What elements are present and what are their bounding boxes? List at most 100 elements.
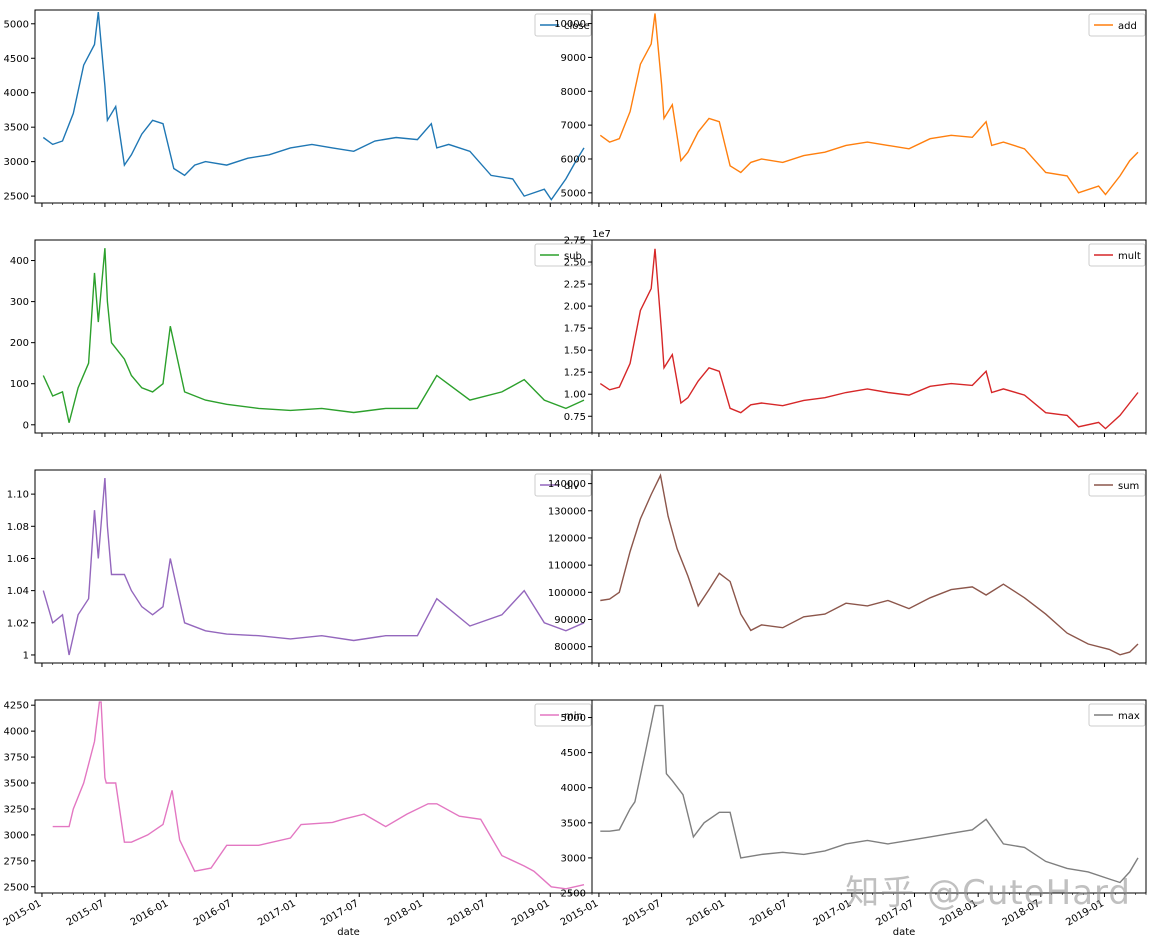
y-tick-label: 3500 xyxy=(4,123,29,134)
y-tick-label: 1.04 xyxy=(7,586,29,597)
y-tick-label: 1 xyxy=(23,650,29,661)
y-tick-label: 1.06 xyxy=(7,554,29,565)
y-tick-label: 4500 xyxy=(561,748,586,759)
axes-frame xyxy=(591,239,1147,434)
subplot-sub: 0 100 200 300 400 sub xyxy=(10,239,593,437)
y-tick-label: 6000 xyxy=(561,154,586,165)
y-tick-label: 2.00 xyxy=(564,302,586,313)
x-tick-label: 2016-07 xyxy=(192,898,234,928)
y-tick-label: 1.00 xyxy=(564,390,586,401)
y-tick-label: 3750 xyxy=(4,753,29,764)
y-tick-label: 10000 xyxy=(554,19,586,30)
subplot-min: 2500 2750 3000 3250 3500 3750 4000 4250 2015-01 2… xyxy=(2,699,593,938)
y-tick-label: 3500 xyxy=(4,779,29,790)
x-tick-label: 2016-01 xyxy=(685,898,727,928)
x-axis-label: date xyxy=(337,927,360,938)
y-tick-label: 3500 xyxy=(561,818,586,829)
y-tick-label: 2.25 xyxy=(564,280,586,291)
legend-label: min xyxy=(564,711,583,722)
x-tick-label: 2018-01 xyxy=(383,898,425,928)
y-tick-label: 4500 xyxy=(4,54,29,65)
y-tick-label: 2.75 xyxy=(564,236,586,247)
subplot-mult: 0.75 1.00 1.25 1.50 1.75 2.00 2.25 2.50 2.75 1e7 m… xyxy=(564,229,1147,437)
y-tick-label: 4000 xyxy=(4,88,29,99)
y-tick-label: 5000 xyxy=(561,188,586,199)
y-tick-label: 140000 xyxy=(548,479,586,490)
y-tick-label: 0 xyxy=(23,420,29,431)
series-line-min xyxy=(52,701,585,890)
legend-box xyxy=(1088,13,1146,37)
legend-box xyxy=(534,473,592,497)
axes-frame xyxy=(591,469,1147,664)
y-tick-label: 80000 xyxy=(554,642,586,653)
legend-label: sub xyxy=(564,251,582,262)
series-line-div xyxy=(42,477,585,656)
series-line-mult xyxy=(599,248,1139,430)
y-tick-label: 5000 xyxy=(561,713,586,724)
series-line-sub xyxy=(42,248,585,423)
subplot-add: 5000 6000 7000 8000 9000 10000 add xyxy=(554,9,1147,207)
y-tick-label: 1.50 xyxy=(564,346,586,357)
subplot-div: 1 1.02 1.04 1.06 1.08 1.10 div xyxy=(7,469,593,667)
y-tick-label: 1.75 xyxy=(564,324,586,335)
axes-frame xyxy=(34,9,593,204)
y-tick-label: 4000 xyxy=(4,727,29,738)
x-tick-label: 2015-07 xyxy=(621,898,663,928)
x-tick-label: 2017-07 xyxy=(319,898,361,928)
legend-label: sum xyxy=(1118,481,1139,492)
y-tick-label: 0.75 xyxy=(564,412,586,423)
x-tick-label: 2015-01 xyxy=(559,898,601,928)
legend-box xyxy=(1088,473,1146,497)
legend-box xyxy=(534,13,592,37)
x-tick-label: 2017-01 xyxy=(256,898,298,928)
legend-box xyxy=(534,703,592,727)
y-tick-label: 7000 xyxy=(561,121,586,132)
legend-label: mult xyxy=(1118,251,1141,262)
y-tick-label: 2750 xyxy=(4,856,29,867)
axes-frame xyxy=(591,699,1147,894)
y-tick-label: 300 xyxy=(10,297,29,308)
y-tick-label: 3000 xyxy=(561,853,586,864)
x-axis-label: date xyxy=(893,927,916,938)
subplot-close: 2500 3000 3500 4000 4500 5000 close xyxy=(4,9,593,207)
y-tick-label: 4000 xyxy=(561,783,586,794)
axes-frame xyxy=(34,469,593,664)
y-tick-label: 1.25 xyxy=(564,368,586,379)
legend-label: max xyxy=(1118,711,1140,722)
series-line-sum xyxy=(600,473,1139,656)
y-tick-label: 1.10 xyxy=(7,490,29,501)
watermark: 知乎 @CuteHard xyxy=(845,873,1131,913)
x-tick-label: 2016-07 xyxy=(748,898,790,928)
series-line-max xyxy=(600,704,1139,884)
x-tick-label: 2015-01 xyxy=(2,898,44,928)
y-tick-label: 4250 xyxy=(4,701,29,712)
subplot-sum: 80000 90000 100000 110000 120000 130000 140000… xyxy=(548,469,1147,667)
y-tick-label: 400 xyxy=(10,256,29,267)
series-line-close xyxy=(42,12,585,201)
y-tick-label: 100 xyxy=(10,379,29,390)
x-tick-label: 2018-07 xyxy=(446,898,488,928)
series-line-add xyxy=(599,13,1139,196)
y-offset-label: 1e7 xyxy=(592,229,611,240)
y-tick-label: 5000 xyxy=(4,19,29,30)
axes-frame xyxy=(34,239,593,434)
y-tick-label: 8000 xyxy=(561,87,586,98)
legend-label: close xyxy=(564,21,590,32)
y-tick-label: 200 xyxy=(10,338,29,349)
y-tick-label: 110000 xyxy=(548,561,586,572)
y-tick-label: 2500 xyxy=(561,889,586,900)
axes-frame xyxy=(591,9,1147,204)
y-tick-label: 100000 xyxy=(548,588,586,599)
y-tick-label: 1.02 xyxy=(7,618,29,629)
legend-label: div xyxy=(564,481,579,492)
y-tick-label: 1.08 xyxy=(7,522,29,533)
legend-box xyxy=(1088,243,1146,267)
y-tick-label: 3000 xyxy=(4,157,29,168)
legend-label: add xyxy=(1118,21,1137,32)
y-tick-label: 3250 xyxy=(4,804,29,815)
legend-box xyxy=(534,243,592,267)
x-tick-label: 2016-01 xyxy=(129,898,171,928)
y-tick-label: 9000 xyxy=(561,53,586,64)
